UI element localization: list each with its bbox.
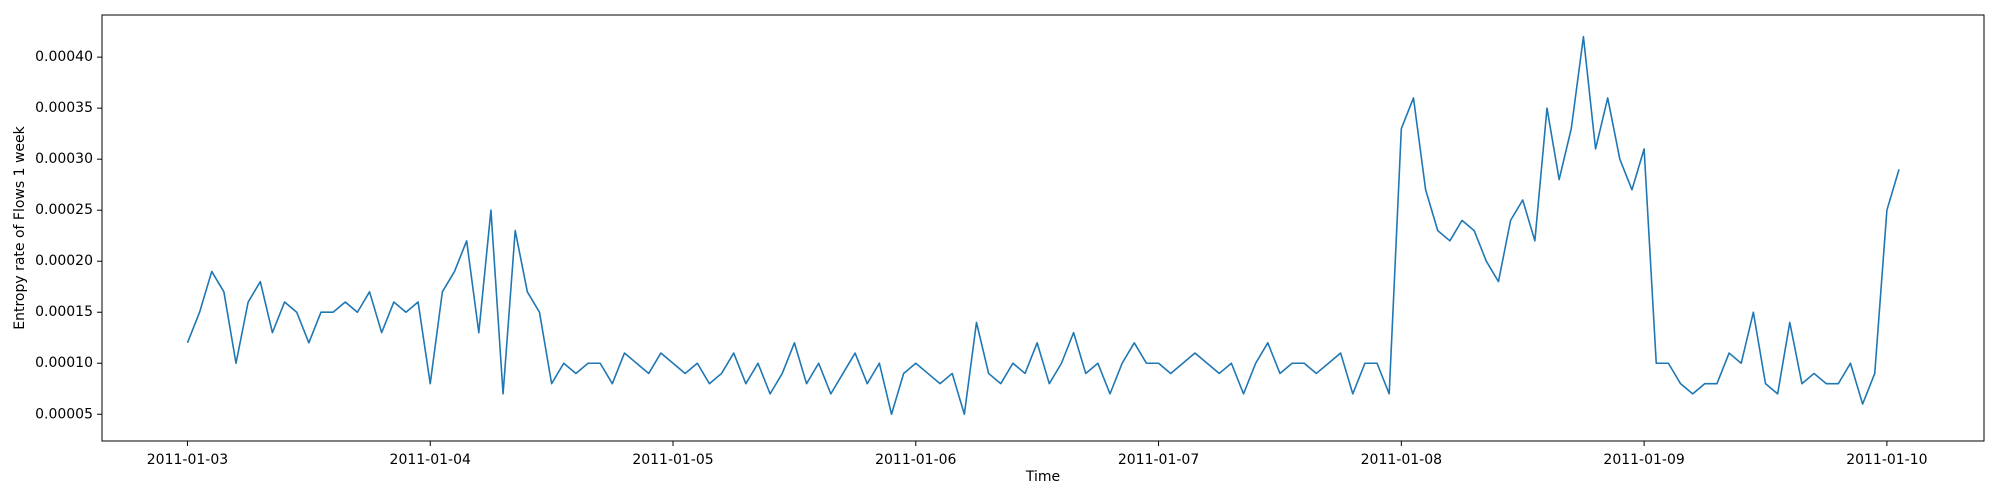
data-line [186, 35, 1900, 416]
x-tick-label: 2011-01-09 [1603, 452, 1684, 468]
x-axis-label: Time [1025, 469, 1060, 485]
y-tick-label: 0.00015 [35, 304, 93, 320]
y-tick-label: 0.00035 [35, 100, 93, 116]
y-tick-label: 0.00020 [35, 253, 93, 269]
x-tick-label: 2011-01-10 [1846, 452, 1927, 468]
y-tick-label: 0.00005 [35, 406, 93, 422]
x-tick-label: 2011-01-05 [632, 452, 713, 468]
x-tick-label: 2011-01-08 [1361, 452, 1442, 468]
x-tick-label: 2011-01-06 [875, 452, 956, 468]
plot-frame [101, 14, 1985, 442]
y-tick-label: 0.00030 [35, 151, 93, 167]
x-tick-label: 2011-01-04 [390, 452, 471, 468]
x-tick-label: 2011-01-07 [1118, 452, 1199, 468]
y-tick-label: 0.00040 [35, 49, 93, 65]
y-tick-label: 0.00025 [35, 202, 93, 218]
x-tick-label: 2011-01-03 [147, 452, 228, 468]
y-axis-label: Entropy rate of Flows 1 week [12, 125, 28, 329]
y-tick-label: 0.00010 [35, 355, 93, 371]
